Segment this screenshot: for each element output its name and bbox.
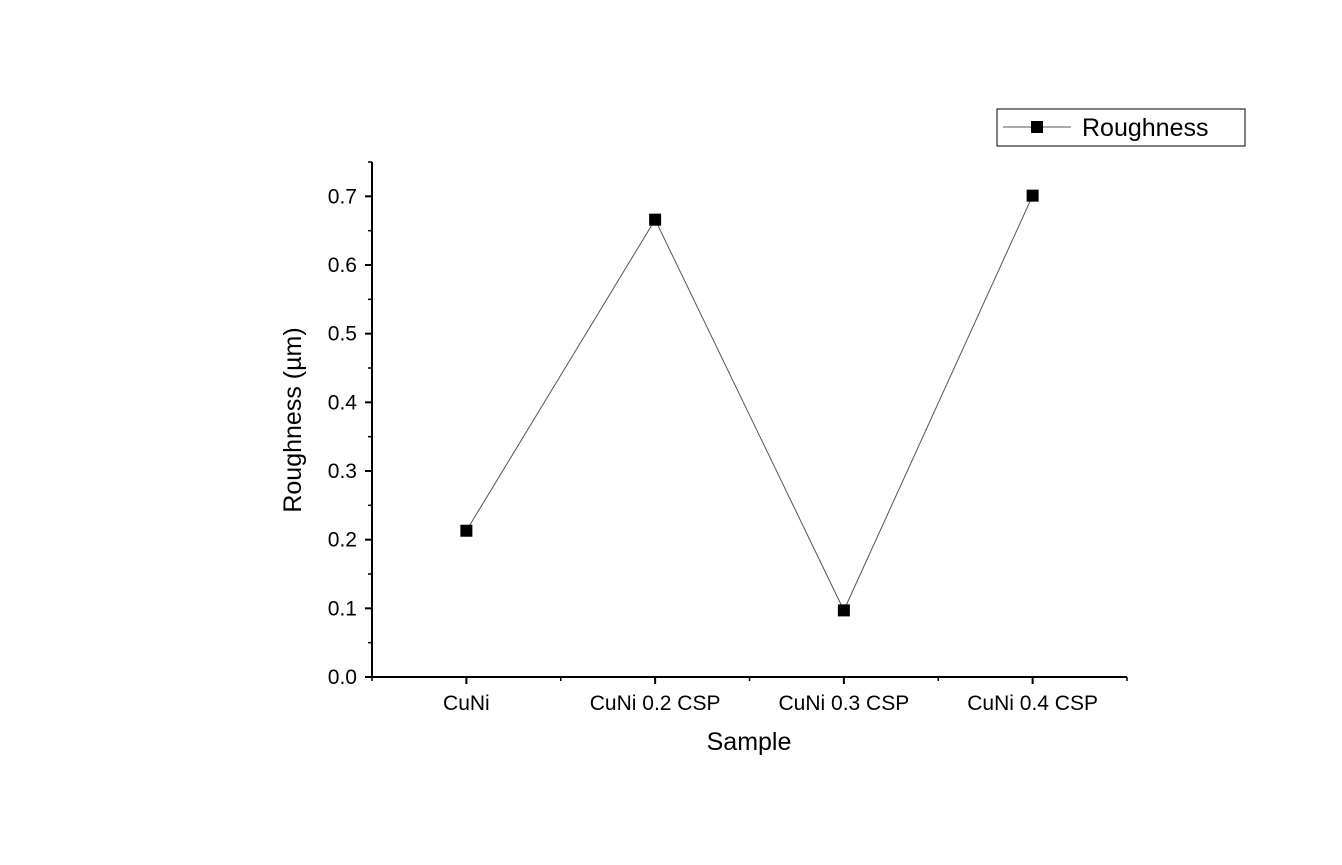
y-ticks: 0.0 0.1 0.2 0.3 0.4 0.5 0.6 0.7 bbox=[328, 161, 372, 689]
data-point-marker bbox=[460, 524, 473, 537]
y-tick-label: 0.2 bbox=[328, 529, 357, 552]
x-ticks: CuNi CuNi 0.2 CSP CuNi 0.3 CSP CuNi 0.4 CSP bbox=[371, 677, 1128, 715]
data-point-marker bbox=[1026, 189, 1039, 202]
series-line bbox=[465, 195, 1034, 612]
y-tick-label: 0.1 bbox=[328, 597, 357, 620]
y-tick-label: 0.7 bbox=[328, 185, 357, 208]
x-tick-label: CuNi bbox=[443, 692, 490, 715]
data-point-marker bbox=[649, 213, 662, 226]
y-tick-label: 0.5 bbox=[328, 323, 357, 346]
legend-marker-square bbox=[1031, 121, 1043, 133]
y-tick-label: 0.0 bbox=[328, 666, 357, 689]
x-tick-label: CuNi 0.3 CSP bbox=[779, 692, 910, 715]
axes bbox=[371, 162, 1127, 678]
y-axis-title: Roughness (µm) bbox=[279, 327, 307, 512]
y-tick-label: 0.6 bbox=[328, 254, 357, 277]
x-tick-label: CuNi 0.4 CSP bbox=[967, 692, 1098, 715]
y-tick-label: 0.3 bbox=[328, 460, 357, 483]
data-point-marker bbox=[837, 604, 850, 617]
x-axis-title: Sample bbox=[707, 728, 792, 756]
y-tick-label: 0.4 bbox=[328, 391, 358, 414]
x-tick-label: CuNi 0.2 CSP bbox=[590, 692, 721, 715]
series-layer bbox=[460, 189, 1039, 617]
legend: Roughness bbox=[996, 108, 1246, 147]
legend-label: Roughness bbox=[1082, 114, 1208, 142]
